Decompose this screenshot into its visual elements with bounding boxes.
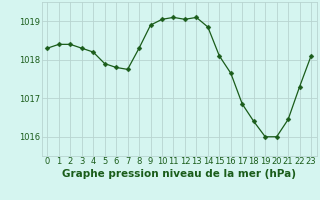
- X-axis label: Graphe pression niveau de la mer (hPa): Graphe pression niveau de la mer (hPa): [62, 169, 296, 179]
